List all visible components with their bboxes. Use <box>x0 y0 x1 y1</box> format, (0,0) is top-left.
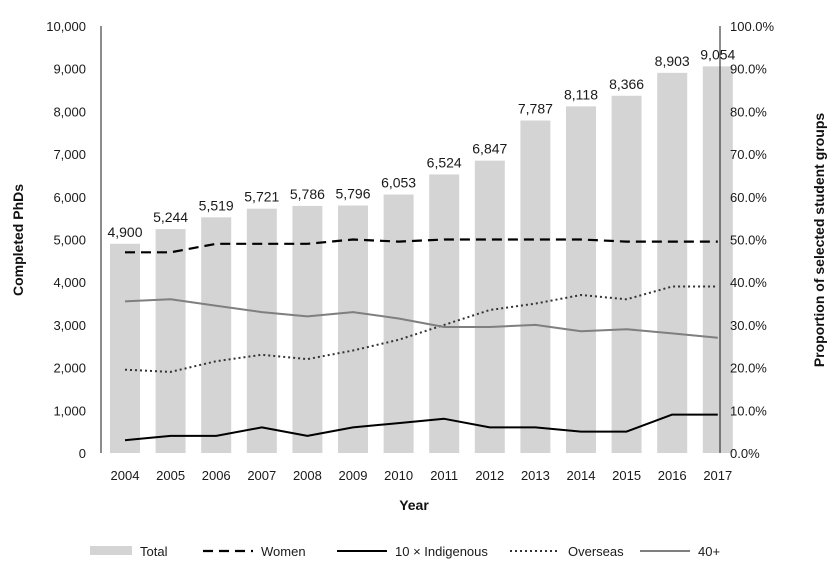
x-tick-2014: 2014 <box>567 468 596 483</box>
left-tick-5: 5,000 <box>53 233 86 248</box>
x-tick-2008: 2008 <box>293 468 322 483</box>
legend-label-women: Women <box>261 544 306 559</box>
bar-total-2005 <box>155 229 186 453</box>
bar-label-2008: 5,786 <box>290 186 325 202</box>
x-tick-2017: 2017 <box>703 468 732 483</box>
legend-swatch-total <box>90 546 132 555</box>
bars-group <box>110 66 733 454</box>
legend-label-40: 40+ <box>698 544 720 559</box>
y-axis-title: Completed PhDs <box>10 184 26 296</box>
bar-total-2010 <box>383 194 414 453</box>
bar-total-2004 <box>110 243 140 453</box>
bar-total-2008 <box>292 205 323 453</box>
bar-labels-group: 4,900 5,244 5,519 5,721 5,786 5,796 6,053 6,524… <box>107 46 735 239</box>
bar-label-2004: 4,900 <box>107 224 142 240</box>
right-tick-7: 70.0% <box>730 147 767 162</box>
line-40 <box>124 298 718 339</box>
bar-label-2013: 7,787 <box>518 100 553 116</box>
x-tick-2004: 2004 <box>111 468 140 483</box>
left-tick-3: 3,000 <box>53 318 86 333</box>
bar-label-2010: 6,053 <box>381 175 416 191</box>
bar-total-2012 <box>474 160 505 453</box>
x-tick-2015: 2015 <box>612 468 641 483</box>
lines-group <box>124 238 718 442</box>
bar-total-2017 <box>702 66 733 454</box>
bar-label-2006: 5,519 <box>199 197 234 213</box>
x-tick-2013: 2013 <box>521 468 550 483</box>
right-tick-3: 30.0% <box>730 318 767 333</box>
right-tick-8: 80.0% <box>730 104 767 119</box>
left-tick-8: 8,000 <box>53 104 86 119</box>
bar-label-2011: 6,524 <box>427 154 462 170</box>
bar-label-2014: 8,118 <box>564 86 598 102</box>
axes-group <box>100 26 721 453</box>
left-tick-1: 1,000 <box>53 403 86 418</box>
line-overseas <box>124 285 718 373</box>
right-tick-9: 90.0% <box>730 62 767 77</box>
x-tick-2016: 2016 <box>658 468 687 483</box>
x-axis-title: Year <box>399 497 429 513</box>
bar-total-2013 <box>520 120 551 453</box>
left-tick-2: 2,000 <box>53 361 86 376</box>
left-tick-4: 4,000 <box>53 275 86 290</box>
x-tick-2010: 2010 <box>384 468 413 483</box>
bar-total-2015 <box>611 95 642 454</box>
right-tick-6: 60.0% <box>730 190 767 205</box>
bar-label-2009: 5,796 <box>335 186 370 202</box>
left-tick-10: 10,000 <box>46 19 86 34</box>
right-tick-labels: 0.0% 10.0% 20.0% 30.0% 40.0% 50.0% 60.0% 70.0% 8… <box>730 19 775 461</box>
right-tick-1: 10.0% <box>730 403 767 418</box>
right-tick-5: 50.0% <box>730 233 767 248</box>
x-tick-2005: 2005 <box>156 468 185 483</box>
bar-total-2007 <box>246 208 277 453</box>
x-tick-2006: 2006 <box>202 468 231 483</box>
bar-label-2007: 5,721 <box>244 189 279 205</box>
legend-label-10-indigenous: 10 × Indigenous <box>395 544 488 559</box>
left-tick-labels: 0 1,000 2,000 3,000 4,000 5,000 6,000 7,000 8,00… <box>46 19 86 461</box>
left-tick-9: 9,000 <box>53 62 86 77</box>
bar-total-2009 <box>338 205 368 453</box>
left-tick-0: 0 <box>79 446 86 461</box>
left-tick-6: 6,000 <box>53 190 86 205</box>
bar-total-2011 <box>429 174 460 453</box>
legend-label-total: Total <box>140 544 168 559</box>
bar-label-2012: 6,847 <box>472 141 507 157</box>
line-women <box>125 238 718 254</box>
line-10-indigenous <box>124 413 718 442</box>
bar-label-2015: 8,366 <box>609 76 644 92</box>
bar-label-2005: 5,244 <box>153 209 188 225</box>
right-tick-0: 0.0% <box>730 446 760 461</box>
y2-axis-title: Proportion of selected student groups <box>811 113 827 368</box>
legend-label-overseas: Overseas <box>568 544 624 559</box>
x-tick-2007: 2007 <box>247 468 276 483</box>
left-tick-7: 7,000 <box>53 147 86 162</box>
bar-label-2017: 9,054 <box>700 46 735 62</box>
right-tick-10: 100.0% <box>730 19 775 34</box>
x-tick-2011: 2011 <box>430 468 458 483</box>
legend: Total Women 10 × Indigenous Overseas 40+ <box>90 544 720 559</box>
bar-label-2016: 8,903 <box>655 53 690 69</box>
x-tick-labels: 2004 2005 2006 2007 2008 2009 2010 2011 2012 2013… <box>111 468 733 483</box>
x-tick-2009: 2009 <box>339 468 368 483</box>
x-tick-2012: 2012 <box>475 468 504 483</box>
bar-total-2016 <box>657 72 688 453</box>
bar-total-2014 <box>566 106 596 454</box>
bar-total-2006 <box>201 217 232 453</box>
right-tick-4: 40.0% <box>730 275 767 290</box>
right-tick-2: 20.0% <box>730 361 767 376</box>
